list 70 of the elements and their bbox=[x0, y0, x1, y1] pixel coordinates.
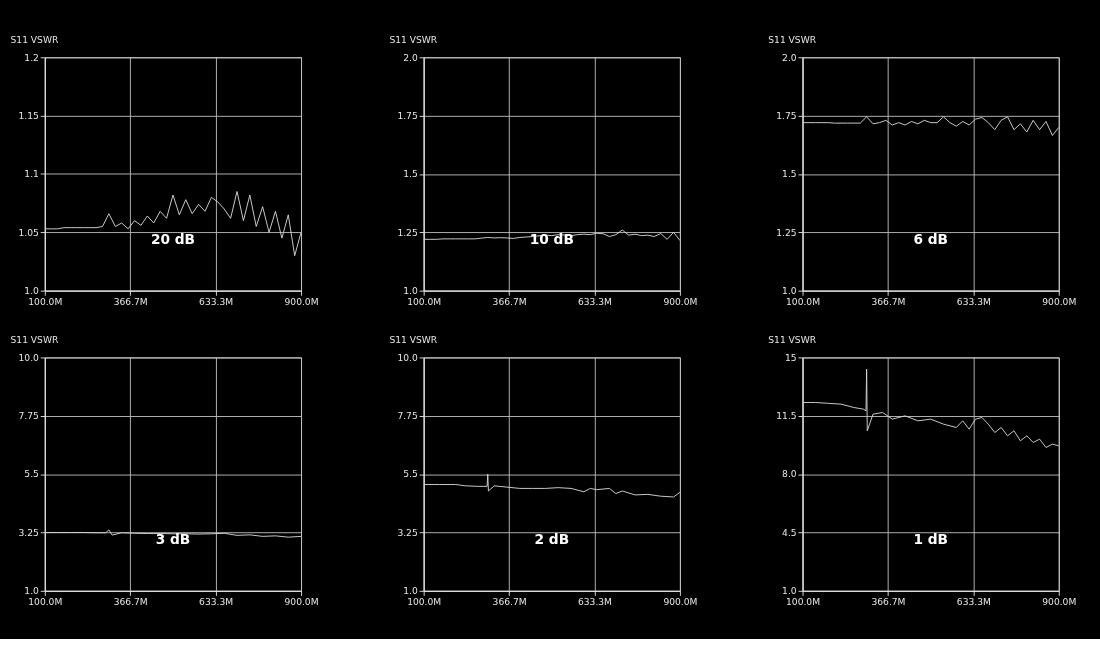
y-tick-label: 1.15 bbox=[18, 110, 40, 121]
y-tick-label: 3.25 bbox=[397, 527, 418, 538]
annotation: 20 dB bbox=[150, 230, 196, 247]
y-tick-label: 5.5 bbox=[24, 469, 40, 480]
x-tick-label: 100.0M bbox=[28, 296, 63, 307]
y-tick-label: 2.0 bbox=[403, 52, 418, 63]
x-tick-label: 633.3M bbox=[577, 597, 613, 608]
x-tick-label: 366.7M bbox=[871, 296, 906, 307]
y-tick-label: 1.0 bbox=[24, 285, 40, 296]
x-tick-label: 100.0M bbox=[407, 597, 442, 608]
y-axis-title: S11 VSWR bbox=[10, 35, 59, 46]
y-tick-label: 2.0 bbox=[782, 52, 797, 63]
y-tick-label: 1.1 bbox=[24, 169, 39, 180]
y-tick-label: 1.5 bbox=[403, 169, 418, 180]
x-tick-label: 100.0M bbox=[28, 597, 63, 608]
y-tick-label: 1.75 bbox=[397, 110, 418, 121]
x-tick-label: 366.7M bbox=[492, 597, 527, 608]
y-tick-label: 1.0 bbox=[782, 285, 797, 296]
x-tick-label: 633.3M bbox=[956, 296, 991, 307]
x-tick-label: 900.0M bbox=[663, 597, 698, 608]
y-tick-label: 1.2 bbox=[24, 52, 39, 63]
x-tick-label: 900.0M bbox=[284, 296, 319, 307]
y-tick-label: 1.0 bbox=[782, 586, 797, 597]
y-tick-label: 1.0 bbox=[403, 285, 418, 296]
x-tick-label: 633.3M bbox=[956, 597, 991, 608]
y-axis-title: S11 VSWR bbox=[10, 335, 59, 346]
x-tick-label: 633.3M bbox=[199, 296, 234, 307]
y-tick-label: 10.0 bbox=[397, 352, 418, 363]
y-tick-label: 1.25 bbox=[397, 227, 418, 238]
y-axis-title: S11 VSWR bbox=[389, 35, 438, 46]
y-tick-label: 1.75 bbox=[776, 110, 797, 121]
x-tick-label: 900.0M bbox=[284, 597, 319, 608]
y-tick-label: 1.0 bbox=[403, 586, 418, 597]
annotation: 1 dB bbox=[913, 531, 948, 548]
line-series bbox=[802, 116, 1059, 136]
annotation: 10 dB bbox=[529, 230, 574, 247]
x-tick-label: 633.3M bbox=[577, 296, 613, 307]
x-tick-label: 366.7M bbox=[113, 296, 148, 307]
y-tick-label: 5.5 bbox=[403, 469, 418, 480]
x-tick-label: 900.0M bbox=[1042, 296, 1077, 307]
x-tick-label: 366.7M bbox=[113, 597, 148, 608]
x-tick-label: 633.3M bbox=[199, 597, 234, 608]
y-tick-label: 7.75 bbox=[18, 411, 40, 422]
line-series bbox=[423, 473, 680, 498]
y-axis-title: S11 VSWR bbox=[768, 335, 817, 346]
y-tick-label: 1.25 bbox=[776, 227, 797, 238]
x-tick-label: 100.0M bbox=[786, 597, 821, 608]
x-tick-label: 100.0M bbox=[407, 296, 442, 307]
line-series bbox=[44, 191, 302, 257]
annotation: 2 dB bbox=[534, 531, 570, 548]
y-tick-label: 7.75 bbox=[397, 411, 418, 422]
y-axis-title: S11 VSWR bbox=[768, 35, 817, 46]
y-tick-label: 11.5 bbox=[776, 411, 797, 422]
y-tick-label: 1.0 bbox=[24, 586, 40, 597]
y-tick-label: 3.25 bbox=[18, 527, 40, 538]
y-tick-label: 1.5 bbox=[782, 169, 797, 180]
x-tick-label: 100.0M bbox=[786, 296, 821, 307]
annotation: 6 dB bbox=[913, 230, 948, 247]
y-tick-label: 1.05 bbox=[18, 227, 40, 238]
y-tick-label: 8.0 bbox=[782, 469, 797, 480]
y-tick-label: 15 bbox=[784, 352, 797, 363]
x-tick-label: 900.0M bbox=[1042, 597, 1077, 608]
x-tick-label: 366.7M bbox=[871, 597, 906, 608]
y-axis-title: S11 VSWR bbox=[389, 335, 438, 346]
y-tick-label: 4.5 bbox=[782, 527, 797, 538]
y-tick-label: 10.0 bbox=[18, 352, 40, 363]
annotation: 3 dB bbox=[155, 531, 191, 548]
x-tick-label: 900.0M bbox=[663, 296, 698, 307]
line-series bbox=[802, 368, 1059, 448]
x-tick-label: 366.7M bbox=[492, 296, 527, 307]
